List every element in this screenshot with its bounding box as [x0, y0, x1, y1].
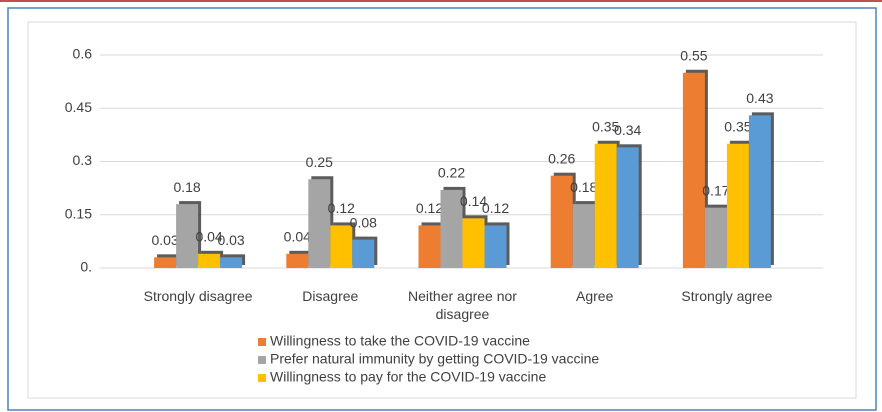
bar — [286, 253, 309, 268]
x-tick-label: Disagree — [302, 288, 359, 304]
data-label: 0.22 — [438, 165, 465, 181]
bar — [704, 207, 727, 268]
data-label: 0.03 — [151, 232, 178, 248]
data-label: 0.43 — [746, 90, 773, 106]
x-tick-label: Strongly agree — [681, 288, 773, 304]
y-tick-label: 0.15 — [65, 205, 92, 221]
data-label: 0.35 — [724, 118, 751, 134]
bar — [352, 239, 375, 268]
bar — [726, 143, 749, 268]
legend-label: Willingness to pay for the COVID-19 vacc… — [270, 369, 546, 385]
y-tick-label: 0.45 — [65, 99, 92, 115]
bar — [308, 179, 331, 268]
legend-swatch — [258, 356, 266, 364]
bar — [572, 204, 595, 268]
bar — [594, 143, 617, 268]
data-label: 0.12 — [328, 200, 355, 216]
bar — [748, 115, 771, 268]
bar — [550, 175, 573, 268]
legend-label: Prefer natural immunity by getting COVID… — [270, 351, 599, 367]
bar — [176, 204, 199, 268]
data-label: 0.18 — [570, 179, 597, 195]
data-label: 0.12 — [416, 200, 443, 216]
bar — [616, 147, 639, 268]
bar — [418, 225, 441, 268]
bar — [220, 257, 243, 268]
bar — [440, 189, 463, 268]
data-label: 0.34 — [614, 122, 641, 138]
data-label: 0.14 — [460, 193, 487, 209]
y-tick-label: 0. — [80, 259, 92, 275]
data-label: 0.55 — [680, 47, 707, 63]
data-label: 0.08 — [350, 214, 377, 230]
x-tick-label: Agree — [576, 288, 614, 304]
x-tick-label: Strongly disagree — [143, 288, 253, 304]
bar — [484, 225, 507, 268]
data-label: 0.04 — [284, 229, 311, 245]
data-label: 0.35 — [592, 118, 619, 134]
data-label: 0.04 — [195, 229, 222, 245]
data-label: 0.25 — [306, 154, 333, 170]
bar — [154, 257, 177, 268]
data-label: 0.26 — [548, 150, 575, 166]
bar — [198, 253, 221, 268]
data-label: 0.03 — [217, 232, 244, 248]
legend-swatch — [258, 338, 266, 346]
data-label: 0.12 — [482, 200, 509, 216]
legend-label: Willingness to take the COVID-19 vaccine — [270, 333, 530, 349]
data-label: 0.17 — [702, 182, 729, 198]
chart-area — [27, 21, 857, 399]
y-tick-label: 0.3 — [73, 152, 93, 168]
bar — [462, 218, 485, 268]
frame — [7, 7, 877, 411]
bar — [330, 225, 353, 268]
y-tick-label: 0.6 — [73, 46, 93, 62]
bar — [682, 72, 705, 268]
data-label: 0.18 — [173, 179, 200, 195]
x-tick-label: Neither agree nor disagree — [408, 288, 517, 322]
legend-swatch — [258, 374, 266, 382]
